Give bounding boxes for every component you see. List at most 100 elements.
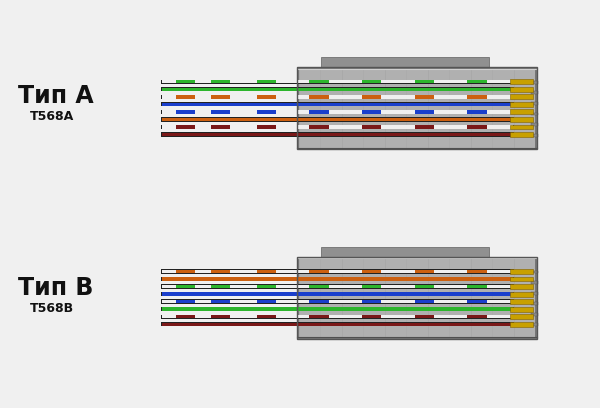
Bar xyxy=(161,80,514,84)
Bar xyxy=(161,125,514,129)
Bar xyxy=(176,110,196,113)
Bar xyxy=(176,95,196,98)
Bar xyxy=(310,270,329,273)
Bar xyxy=(321,57,489,67)
Text: Тип А: Тип А xyxy=(18,84,94,108)
Bar xyxy=(310,95,329,98)
Bar xyxy=(362,110,382,113)
Bar xyxy=(257,270,276,273)
Bar xyxy=(467,80,487,83)
Text: T568B: T568B xyxy=(30,302,74,315)
Bar xyxy=(510,292,533,297)
Bar xyxy=(211,125,230,129)
Bar xyxy=(510,277,533,282)
Bar xyxy=(467,270,487,273)
Bar xyxy=(362,95,382,98)
Bar xyxy=(362,125,382,129)
Bar xyxy=(211,315,230,318)
Bar xyxy=(362,300,382,303)
Bar xyxy=(510,284,533,289)
Bar xyxy=(211,95,230,98)
Bar xyxy=(162,133,513,136)
Bar xyxy=(257,315,276,318)
Bar xyxy=(510,109,533,114)
Bar xyxy=(510,322,533,327)
Bar xyxy=(161,322,514,326)
Bar xyxy=(531,102,538,105)
Bar xyxy=(257,285,276,288)
Bar xyxy=(211,300,230,303)
Bar xyxy=(161,284,514,289)
Bar xyxy=(161,277,514,281)
Bar xyxy=(510,117,533,122)
Bar xyxy=(162,308,513,311)
Bar xyxy=(162,292,513,296)
Bar xyxy=(176,125,196,129)
Bar xyxy=(531,81,538,84)
Bar xyxy=(162,118,513,121)
Bar xyxy=(162,277,513,281)
Bar xyxy=(257,95,276,98)
Bar xyxy=(310,285,329,288)
Bar xyxy=(531,281,538,284)
Bar xyxy=(415,95,434,98)
Bar xyxy=(415,110,434,113)
Bar xyxy=(297,67,537,149)
Bar xyxy=(467,125,487,129)
Bar xyxy=(161,110,514,114)
Bar xyxy=(415,285,434,288)
Bar xyxy=(510,87,533,92)
Bar xyxy=(297,257,537,339)
Bar xyxy=(211,80,230,83)
Bar xyxy=(310,80,329,83)
Bar xyxy=(211,110,230,113)
Bar xyxy=(176,80,196,83)
Bar xyxy=(467,95,487,98)
Bar xyxy=(161,315,514,319)
Bar xyxy=(299,258,535,337)
Bar xyxy=(321,247,489,257)
Bar xyxy=(531,91,538,94)
Bar xyxy=(531,324,538,326)
Bar xyxy=(415,315,434,318)
Bar xyxy=(211,285,230,288)
Bar xyxy=(176,315,196,318)
Bar xyxy=(510,94,533,99)
Bar xyxy=(531,134,538,137)
Bar xyxy=(161,269,514,273)
Bar xyxy=(362,80,382,83)
Bar xyxy=(162,103,513,106)
Bar xyxy=(162,88,513,91)
Bar xyxy=(467,285,487,288)
Text: Тип B: Тип B xyxy=(18,276,94,299)
Bar xyxy=(297,257,537,339)
Bar xyxy=(510,124,533,129)
Bar xyxy=(176,300,196,303)
Bar xyxy=(415,125,434,129)
Bar xyxy=(162,125,513,129)
Bar xyxy=(510,299,533,304)
Bar xyxy=(257,80,276,83)
Text: T568A: T568A xyxy=(30,110,74,123)
Bar xyxy=(531,292,538,295)
Bar xyxy=(510,269,533,274)
Bar xyxy=(162,315,513,318)
Bar xyxy=(162,270,513,273)
Bar xyxy=(161,118,514,122)
Bar xyxy=(510,132,533,137)
Bar xyxy=(510,79,533,84)
Bar xyxy=(297,67,537,149)
Bar xyxy=(467,110,487,113)
Bar xyxy=(415,80,434,83)
Bar xyxy=(161,292,514,296)
Bar xyxy=(257,110,276,113)
Bar xyxy=(362,285,382,288)
Bar xyxy=(510,314,533,319)
Bar xyxy=(299,69,535,148)
Bar xyxy=(161,299,514,304)
Bar xyxy=(162,80,513,83)
Bar xyxy=(161,95,514,99)
Bar xyxy=(415,270,434,273)
Bar xyxy=(531,113,538,115)
Bar xyxy=(310,125,329,129)
